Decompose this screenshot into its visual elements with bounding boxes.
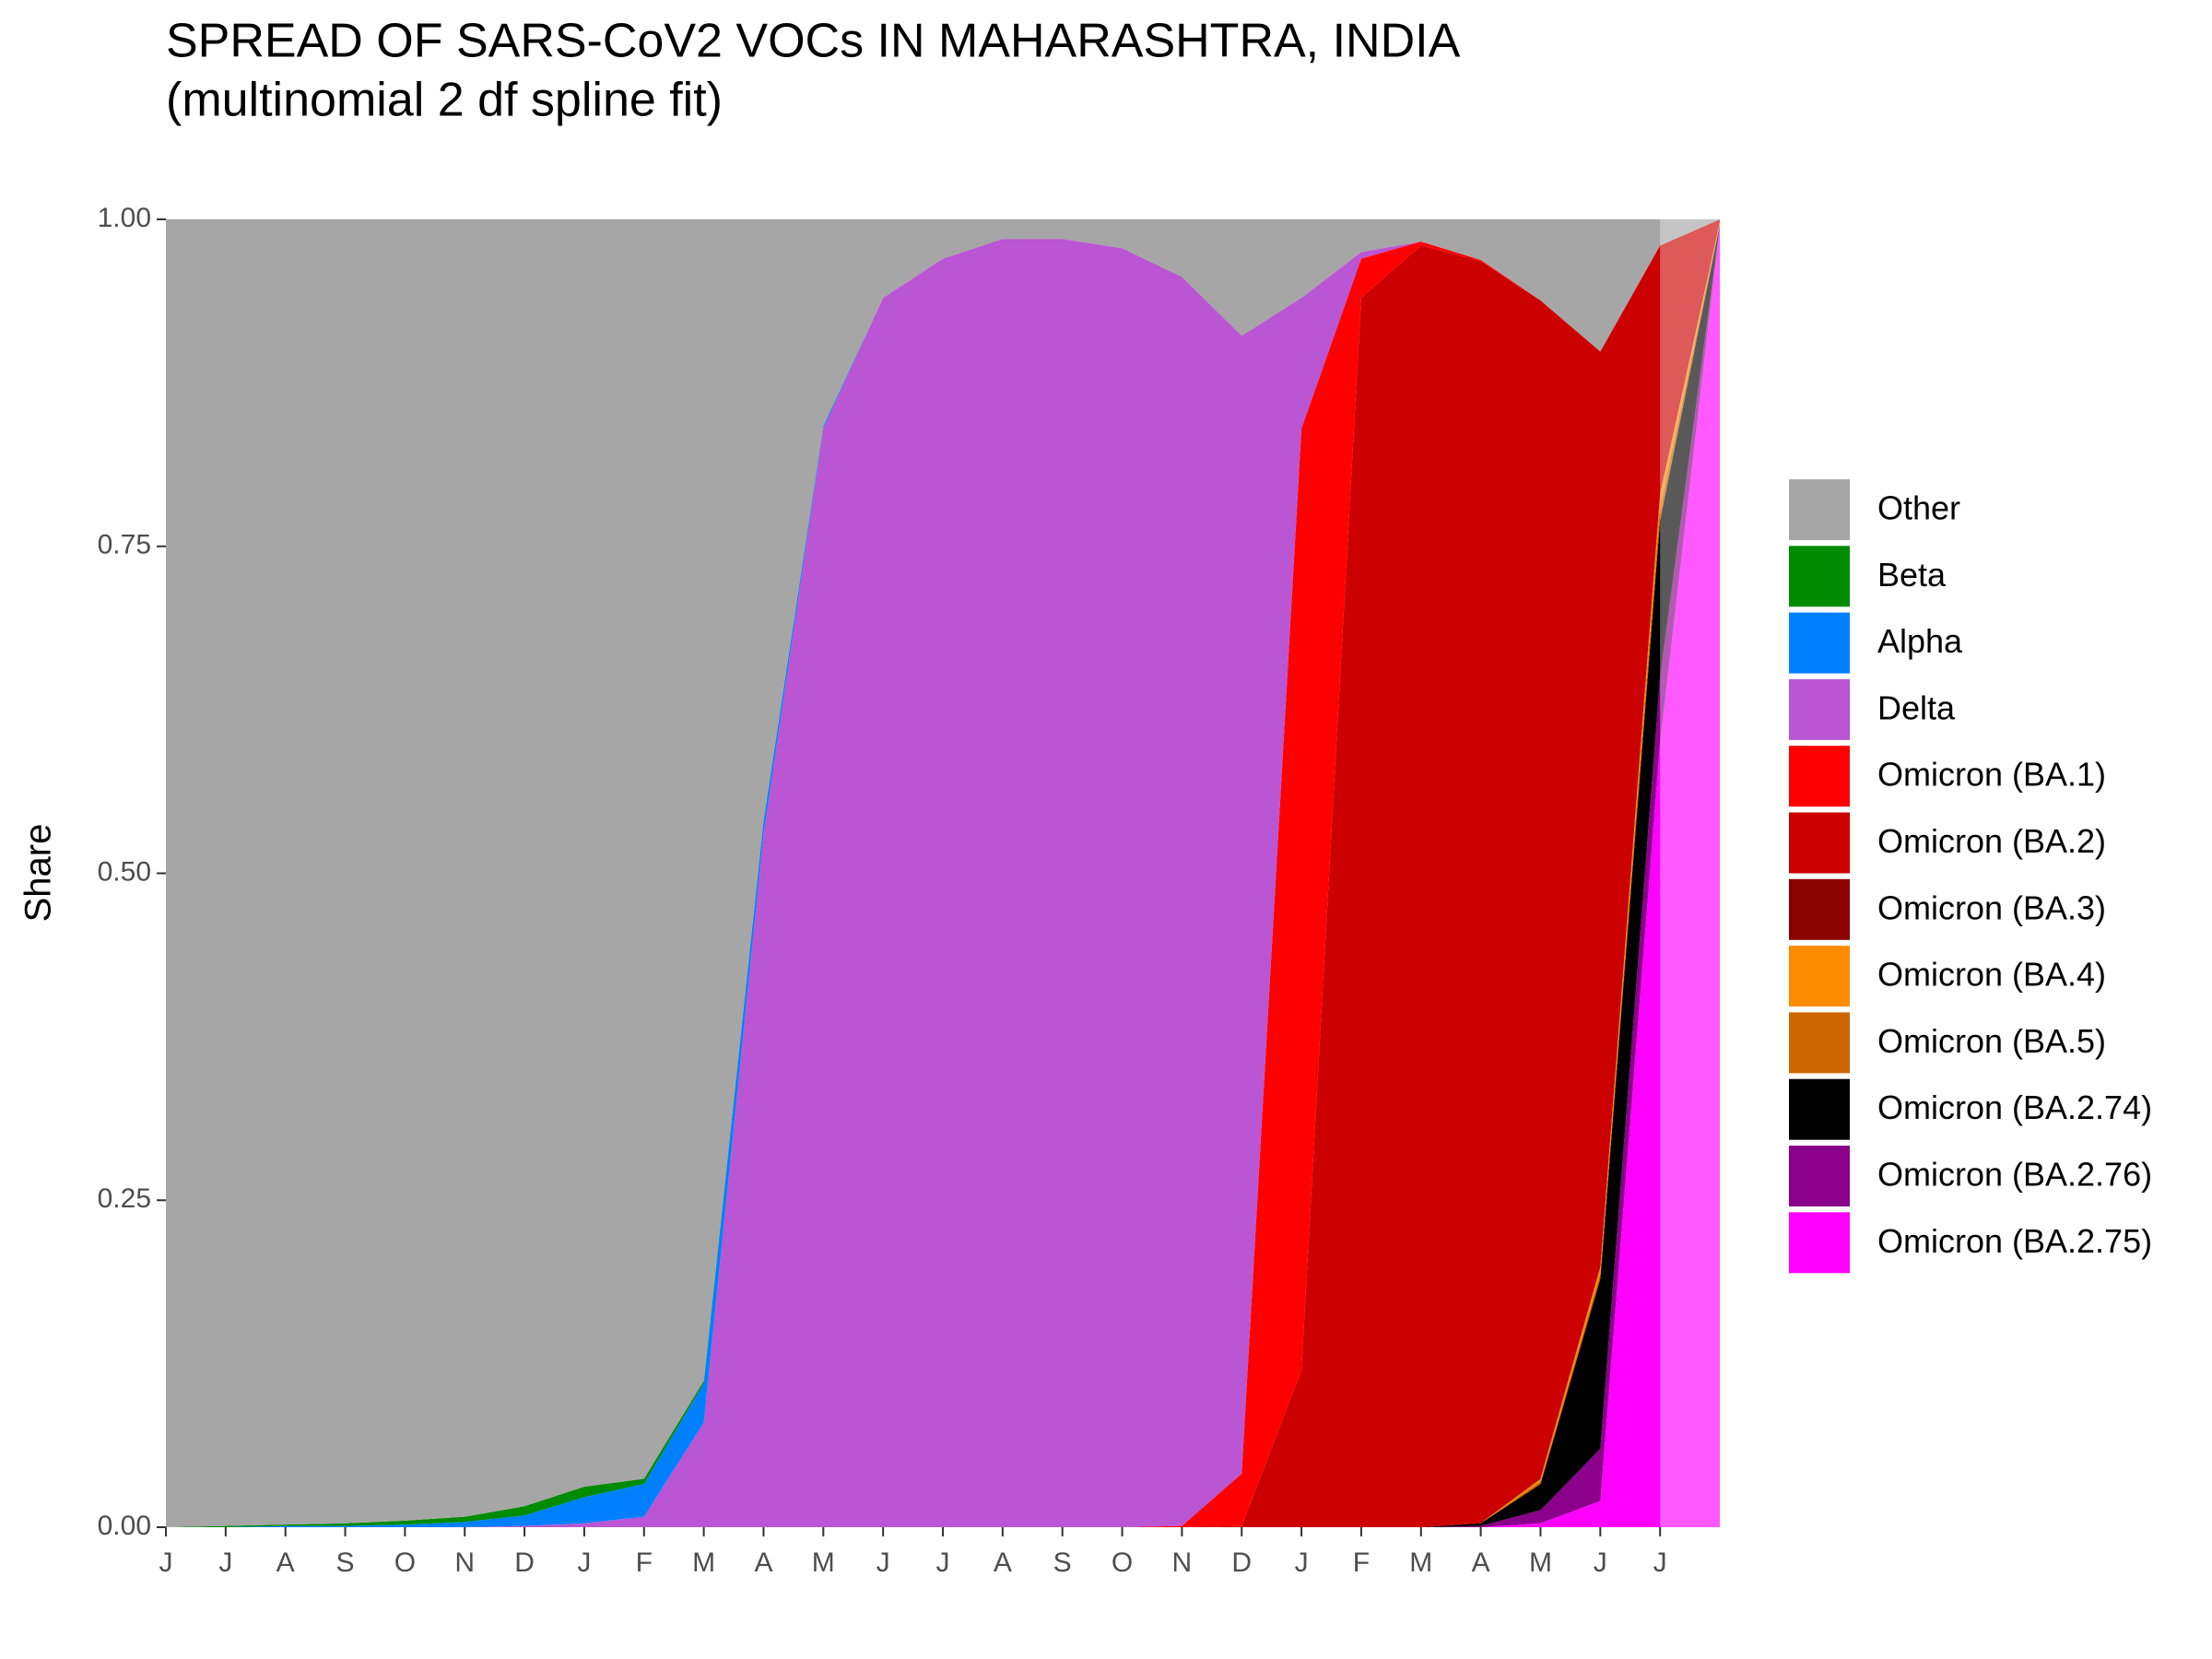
x-tick-label: O (1112, 1547, 1133, 1578)
x-tick-label: F (636, 1547, 653, 1578)
legend-label: Delta (1877, 688, 1956, 726)
legend-key (1789, 678, 1850, 740)
x-tick-label: A (276, 1547, 295, 1578)
legend-label: Omicron (BA.2.74) (1877, 1088, 2152, 1126)
area (166, 219, 1720, 1527)
legend-key (1789, 479, 1850, 540)
area (166, 219, 1720, 1527)
chart-title: SPREAD OF SARS-CoV2 VOCs IN MAHARASHTRA,… (166, 15, 1461, 68)
x-tick-label: M (812, 1547, 835, 1578)
x-tick-label: J (577, 1547, 591, 1578)
x-tick-label: S (1053, 1547, 1072, 1578)
y-tick-label: 0.75 (98, 530, 151, 560)
x-tick-label: J (1295, 1547, 1309, 1578)
area (166, 219, 1720, 1527)
x-tick-label: M (1529, 1547, 1552, 1578)
legend-label: Omicron (BA.3) (1877, 888, 2106, 926)
x-tick-label: N (454, 1547, 475, 1578)
x-tick-label: J (1594, 1547, 1607, 1578)
legend-key (1789, 812, 1850, 874)
x-tick-label: J (1653, 1547, 1667, 1578)
y-tick-label: 0.50 (98, 856, 151, 887)
area (166, 219, 1720, 1527)
x-tick-label: M (692, 1547, 715, 1578)
x-tick-label: J (159, 1547, 173, 1578)
legend-key (1789, 1212, 1850, 1274)
y-tick-label: 1.00 (98, 203, 151, 233)
legend-key (1789, 1012, 1850, 1074)
legend-label: Other (1877, 489, 1960, 527)
legend-label: Omicron (BA.2) (1877, 822, 2106, 860)
x-tick-label: S (336, 1547, 355, 1578)
x-tick-label: A (994, 1547, 1012, 1578)
x-tick-label: M (1409, 1547, 1432, 1578)
legend-label: Beta (1877, 556, 1947, 594)
y-axis-title: Share (18, 824, 59, 923)
chart-subtitle: (multinomial 2 df spline fit) (166, 74, 723, 127)
y-tick-label: 0.25 (98, 1183, 151, 1214)
x-tick-label: A (754, 1547, 772, 1578)
y-tick-label: 0.00 (98, 1511, 151, 1541)
legend-label: Alpha (1877, 622, 1963, 660)
x-tick-label: J (218, 1547, 232, 1578)
legend-key (1789, 878, 1850, 940)
area (166, 221, 1720, 1527)
x-tick-label: D (1231, 1547, 1252, 1578)
legend-key (1789, 1146, 1850, 1206)
legend-label: Omicron (BA.2.76) (1877, 1156, 2152, 1194)
x-tick-label: D (514, 1547, 535, 1578)
legend-key (1789, 1078, 1850, 1140)
legend-key (1789, 546, 1850, 607)
legend-key (1789, 612, 1850, 674)
x-tick-label: F (1353, 1547, 1370, 1578)
legend-key (1789, 946, 1850, 1007)
legend-label: Omicron (BA.2.75) (1877, 1222, 2152, 1260)
legend-key (1789, 746, 1850, 807)
x-tick-label: O (394, 1547, 416, 1578)
legend-label: Omicron (BA.5) (1877, 1022, 2106, 1060)
projection-shade (1660, 219, 1720, 1527)
x-tick-label: J (936, 1547, 950, 1578)
x-tick-label: J (877, 1547, 890, 1578)
x-tick-label: N (1172, 1547, 1193, 1578)
legend-label: Omicron (BA.1) (1877, 756, 2106, 794)
x-tick-label: A (1472, 1547, 1490, 1578)
legend-label: Omicron (BA.4) (1877, 956, 2106, 994)
